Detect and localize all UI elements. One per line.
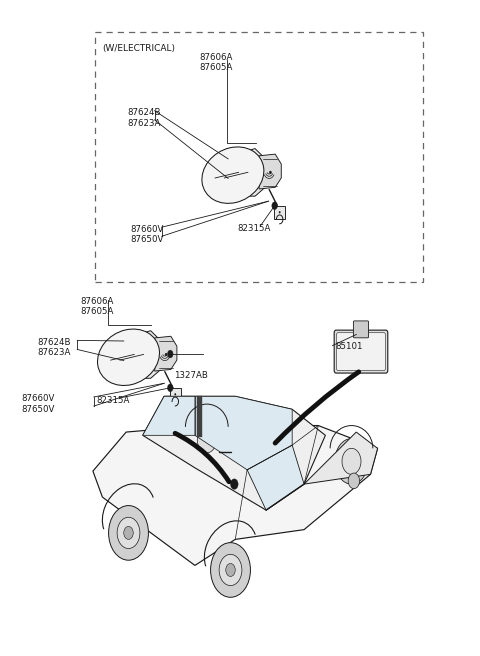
- Text: 87650V: 87650V: [130, 235, 163, 244]
- Circle shape: [269, 171, 271, 174]
- Ellipse shape: [97, 329, 159, 386]
- Circle shape: [168, 350, 173, 358]
- Circle shape: [226, 564, 235, 577]
- Text: 87606A: 87606A: [200, 53, 233, 62]
- FancyBboxPatch shape: [336, 333, 385, 371]
- Polygon shape: [127, 331, 163, 379]
- Text: 85101: 85101: [335, 342, 362, 352]
- Circle shape: [272, 202, 277, 210]
- Circle shape: [335, 439, 368, 484]
- Circle shape: [219, 554, 242, 586]
- Polygon shape: [304, 432, 378, 484]
- Text: 87650V: 87650V: [22, 405, 55, 414]
- Circle shape: [165, 353, 167, 356]
- Circle shape: [124, 526, 133, 539]
- Text: 87624B: 87624B: [127, 108, 161, 117]
- Polygon shape: [274, 205, 285, 219]
- Text: 87605A: 87605A: [200, 63, 233, 72]
- Circle shape: [108, 506, 148, 560]
- Text: 1327AB: 1327AB: [174, 371, 207, 380]
- Polygon shape: [155, 337, 177, 371]
- Text: 82315A: 82315A: [238, 224, 271, 233]
- Text: 87623A: 87623A: [37, 348, 70, 357]
- Text: 87624B: 87624B: [37, 338, 71, 347]
- Circle shape: [348, 473, 360, 489]
- Text: 87606A: 87606A: [80, 297, 113, 306]
- Circle shape: [117, 518, 140, 548]
- Circle shape: [168, 384, 173, 392]
- Polygon shape: [259, 154, 281, 189]
- Circle shape: [190, 417, 223, 462]
- Ellipse shape: [202, 147, 264, 203]
- Polygon shape: [164, 396, 292, 470]
- Circle shape: [211, 543, 251, 597]
- Circle shape: [175, 394, 176, 396]
- Polygon shape: [231, 149, 267, 196]
- Text: 87660V: 87660V: [130, 224, 163, 234]
- Polygon shape: [143, 396, 195, 436]
- FancyBboxPatch shape: [334, 330, 388, 373]
- Text: 87623A: 87623A: [127, 119, 160, 127]
- Text: 82315A: 82315A: [96, 396, 130, 405]
- Polygon shape: [247, 445, 304, 510]
- Polygon shape: [143, 396, 325, 510]
- Circle shape: [230, 479, 238, 489]
- Text: (W/ELECTRICAL): (W/ELECTRICAL): [102, 44, 175, 52]
- Text: 87660V: 87660V: [22, 394, 55, 403]
- Circle shape: [342, 448, 361, 474]
- Polygon shape: [197, 396, 202, 438]
- Text: 87605A: 87605A: [80, 307, 113, 316]
- Polygon shape: [169, 388, 181, 401]
- FancyBboxPatch shape: [353, 321, 369, 338]
- Circle shape: [279, 211, 280, 213]
- Bar: [96, 32, 423, 283]
- Circle shape: [197, 427, 216, 453]
- Polygon shape: [93, 426, 378, 565]
